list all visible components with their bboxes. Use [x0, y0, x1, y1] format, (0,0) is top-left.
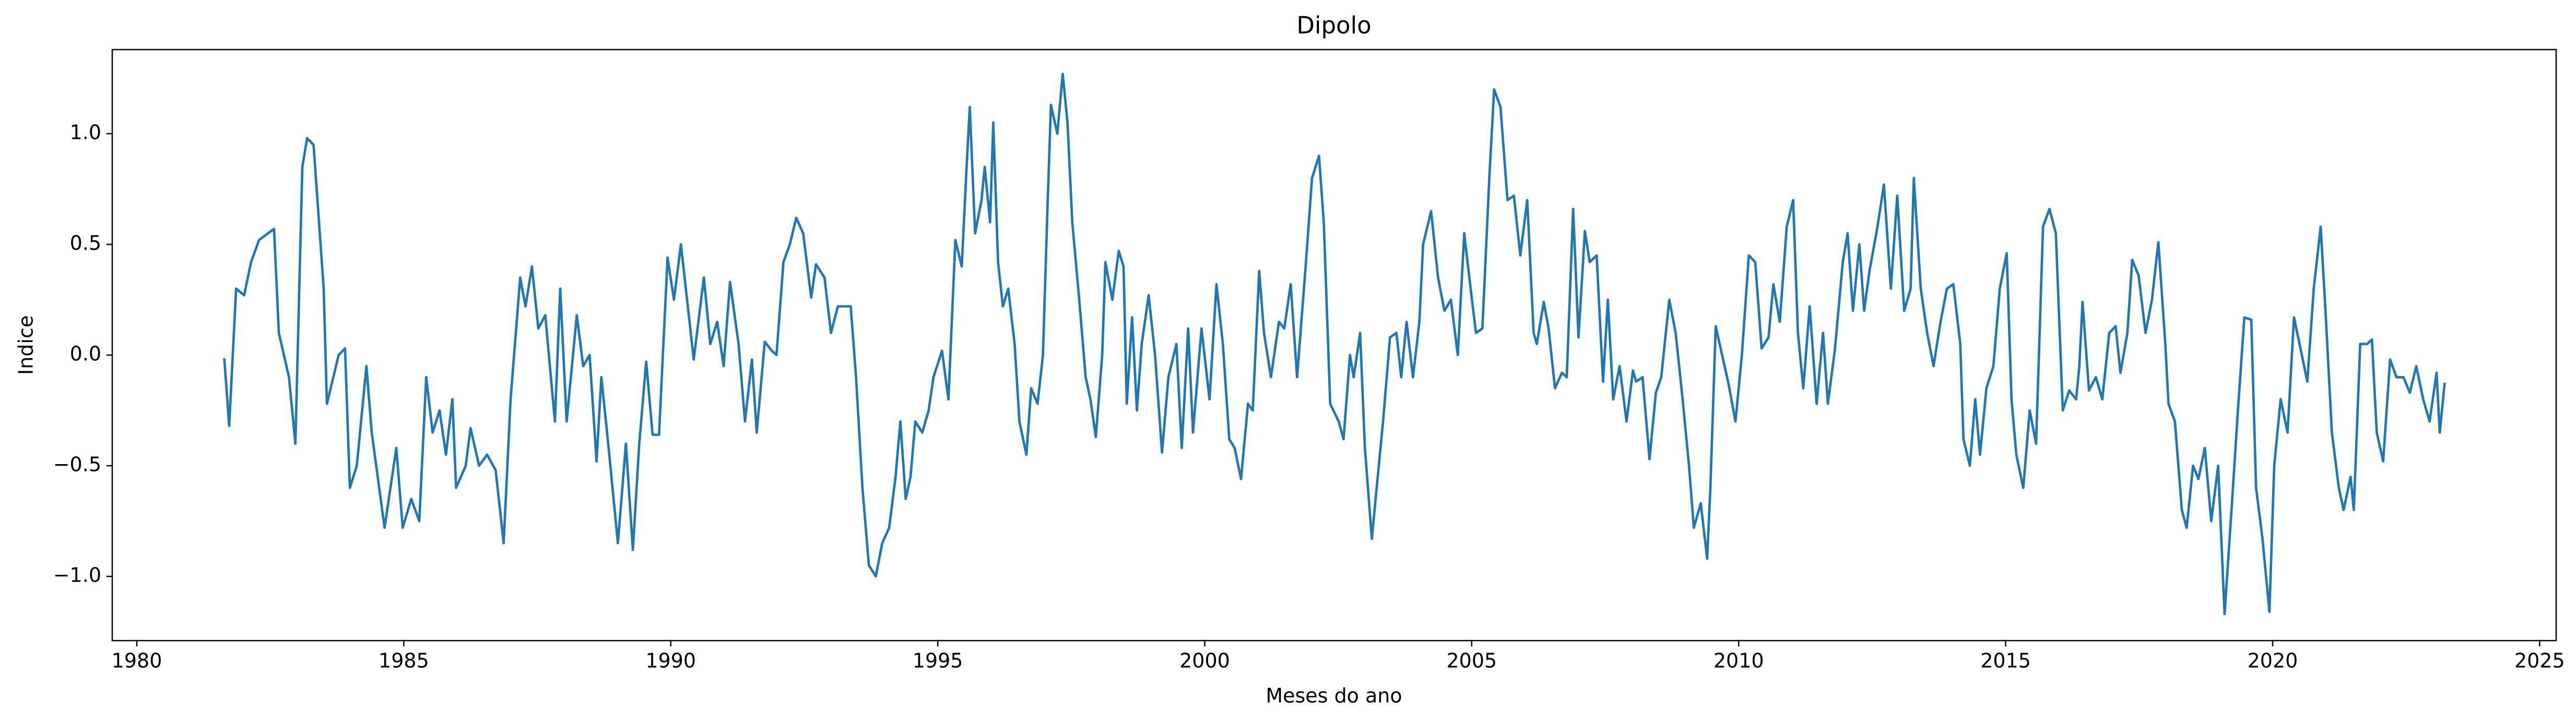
- x-tick-label: 1985: [379, 649, 429, 672]
- y-tick-label: 0.0: [70, 342, 101, 365]
- y-tick-label: 0.5: [70, 232, 101, 255]
- y-tick-label: −0.5: [53, 453, 101, 476]
- x-axis-label: Meses do ano: [1266, 684, 1402, 707]
- y-axis-label: Indice: [15, 315, 38, 375]
- chart-title: Dipolo: [1296, 11, 1371, 39]
- x-tick-label: 2005: [1446, 649, 1497, 672]
- x-tick-label: 1980: [112, 649, 162, 672]
- x-tick-label: 2025: [2514, 649, 2565, 672]
- y-tick-label: −1.0: [53, 564, 101, 587]
- plot-frame: [111, 49, 2557, 642]
- data-line: [223, 73, 2446, 616]
- y-tick-label: 1.0: [70, 121, 101, 144]
- x-tick-label: 2020: [2248, 649, 2298, 672]
- x-tick-label: 2010: [1714, 649, 1764, 672]
- x-tick-label: 1995: [913, 649, 963, 672]
- x-tick-label: 2000: [1179, 649, 1230, 672]
- x-tick-label: 1990: [645, 649, 696, 672]
- x-tick-label: 2015: [1980, 649, 2031, 672]
